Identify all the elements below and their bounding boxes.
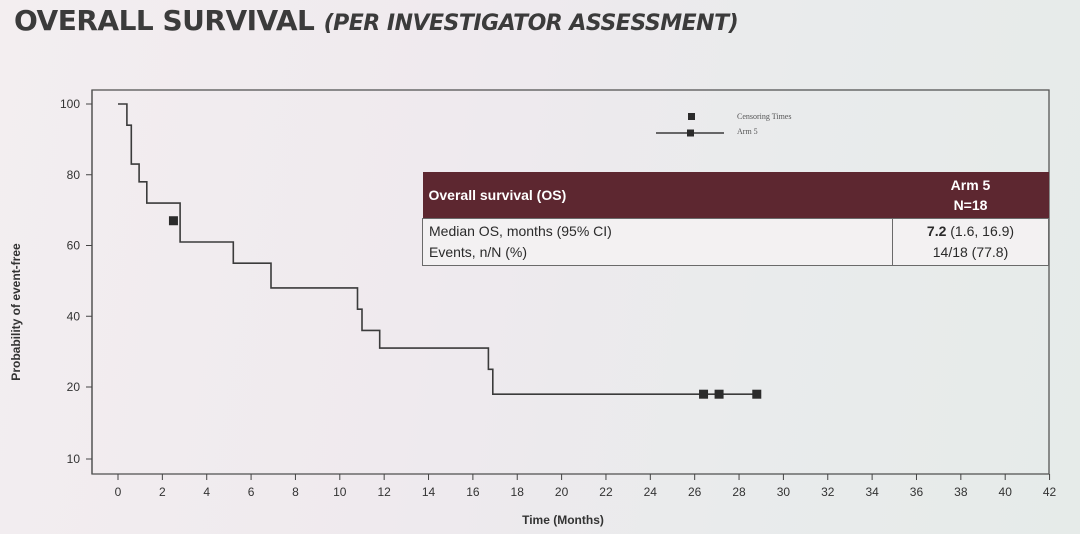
- x-tick-label: 14: [422, 485, 436, 499]
- x-tick-label: 20: [555, 485, 569, 499]
- os-summary-table: Overall survival (OS) Arm 5 N=18 Median O…: [422, 172, 1049, 266]
- arm-header-n: N=18: [953, 197, 988, 213]
- censor-mark: [699, 389, 709, 399]
- x-tick-label: 4: [203, 485, 210, 499]
- os-table-arm-header: Arm 5 N=18: [892, 172, 1049, 219]
- x-tick-label: 38: [954, 485, 968, 499]
- x-tick-label: 16: [466, 485, 480, 499]
- y-tick-label: 100: [60, 97, 80, 111]
- os-table-header-label: Overall survival (OS): [422, 172, 893, 219]
- y-tick-label: 40: [67, 309, 81, 323]
- legend-arm5-marker: [687, 129, 694, 137]
- survival-curve-arm5: [118, 103, 757, 395]
- plot-frame: [91, 89, 1050, 475]
- median-os-value: 7.2: [926, 223, 947, 239]
- x-tick-label: 32: [821, 485, 835, 499]
- os-table-row-values: 7.2 (1.6, 16.9) 14/18 (77.8): [892, 218, 1049, 266]
- median-os-label: Median OS, months (95% CI): [429, 223, 612, 239]
- x-tick-label: 0: [115, 485, 122, 499]
- x-tick-label: 6: [248, 485, 255, 499]
- events-value: 14/18 (77.8): [932, 244, 1009, 260]
- censor-mark: [714, 389, 724, 399]
- legend-censoring-label: Censoring Times: [737, 112, 791, 121]
- y-axis: 10 20 40 60 80 100: [60, 90, 93, 474]
- x-tick-label: 22: [599, 485, 613, 499]
- os-table-row: Median OS, months (95% CI) Events, n/N (%…: [422, 218, 1049, 266]
- y-tick-label: 20: [67, 380, 81, 394]
- y-axis-label: Probability of event-free: [9, 243, 23, 381]
- x-tick-label: 40: [999, 485, 1013, 499]
- os-table-header: Overall survival (OS) Arm 5 N=18: [422, 172, 1049, 219]
- x-axis: 0 2 4 6 8 10 12 14 16 18 20 22 24 26 28 30 32 34 36 38 40 42: [115, 474, 1057, 499]
- os-table-row-labels: Median OS, months (95% CI) Events, n/N (%…: [422, 218, 893, 266]
- x-tick-label: 18: [511, 485, 525, 499]
- y-tick-label: 80: [67, 168, 81, 182]
- events-label: Events, n/N (%): [429, 244, 528, 260]
- x-tick-label: 26: [688, 485, 702, 499]
- title-main: OVERALL SURVIVAL: [14, 4, 315, 37]
- y-tick-label: 10: [67, 452, 81, 466]
- x-tick-label: 8: [292, 485, 299, 499]
- x-tick-label: 28: [732, 485, 746, 499]
- y-tick-label: 60: [67, 239, 81, 253]
- x-tick-label: 30: [777, 485, 791, 499]
- censor-mark: [752, 389, 762, 399]
- median-os-ci: (1.6, 16.9): [950, 223, 1015, 239]
- x-tick-label: 36: [910, 485, 924, 499]
- x-axis-label: Time (Months): [522, 513, 604, 527]
- legend: Censoring Times Arm 5: [656, 112, 791, 137]
- x-tick-label: 42: [1043, 485, 1057, 499]
- x-tick-label: 10: [333, 485, 347, 499]
- legend-censor-marker: [688, 113, 695, 120]
- slide-title: OVERALL SURVIVAL (PER INVESTIGATOR ASSES…: [14, 4, 739, 37]
- x-tick-label: 2: [159, 485, 166, 499]
- x-tick-label: 34: [865, 485, 879, 499]
- censor-mark: [168, 216, 178, 226]
- title-subtitle: (PER INVESTIGATOR ASSESSMENT): [323, 11, 739, 36]
- censoring-marks: [168, 216, 762, 399]
- x-tick-label: 12: [377, 485, 391, 499]
- legend-arm5-label: Arm 5: [737, 127, 758, 136]
- x-tick-label: 24: [644, 485, 658, 499]
- arm-header-name: Arm 5: [950, 177, 991, 193]
